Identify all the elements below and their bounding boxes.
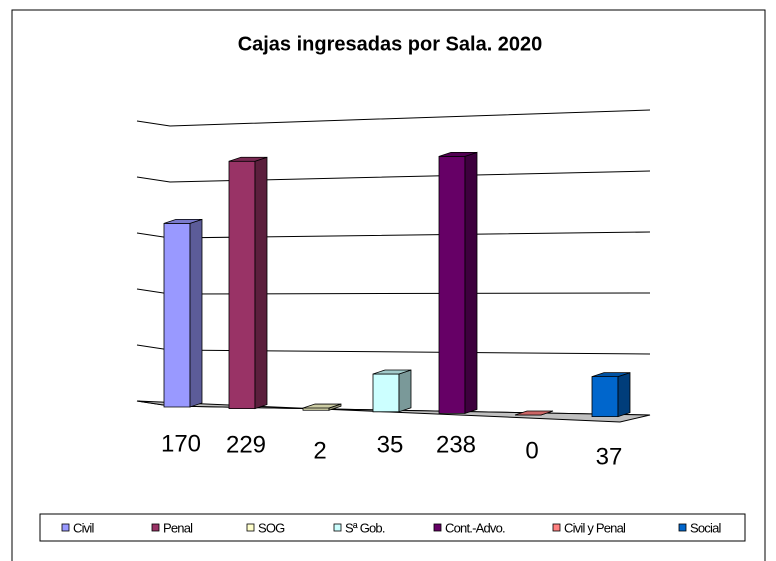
data-label: 170 xyxy=(161,430,201,457)
bar-face xyxy=(398,369,412,413)
bar-face xyxy=(372,373,400,413)
chart-title: Cajas ingresadas por Sala. 2020 xyxy=(238,33,543,55)
legend-label: Penal xyxy=(163,520,193,535)
bar-face xyxy=(591,372,631,378)
grid-line xyxy=(136,170,651,183)
bar-face xyxy=(163,219,203,224)
legend-label: Social xyxy=(690,520,722,535)
bar-face xyxy=(438,151,478,157)
data-label: 238 xyxy=(436,431,476,458)
bar xyxy=(372,369,412,413)
bar xyxy=(302,403,342,411)
legend-swatch xyxy=(246,523,255,532)
chart-border xyxy=(11,9,766,561)
grid-line xyxy=(136,109,651,127)
bar-face xyxy=(254,156,268,410)
bar xyxy=(163,218,203,408)
bar-face xyxy=(228,156,268,162)
bar-face xyxy=(189,218,203,408)
bar-face xyxy=(464,151,478,414)
bar-face xyxy=(228,160,256,409)
legend-swatch xyxy=(552,523,561,532)
bar xyxy=(514,410,554,416)
bar xyxy=(438,151,478,414)
legend-swatch xyxy=(151,523,160,532)
data-label: 229 xyxy=(226,431,266,458)
legend-label: Civil y Penal xyxy=(564,520,626,535)
legend-label: Civil xyxy=(73,520,94,535)
bar-face xyxy=(438,155,466,414)
data-label: 0 xyxy=(525,437,538,464)
bar xyxy=(591,372,631,418)
legend-swatch xyxy=(61,523,70,532)
bar-face xyxy=(514,410,554,416)
legend-label: Sª Gob. xyxy=(345,520,385,535)
legend-swatch xyxy=(678,523,687,532)
legend-swatch xyxy=(433,523,442,532)
bar-face xyxy=(591,376,619,417)
bar-face xyxy=(617,372,631,418)
legend-box xyxy=(39,513,746,542)
data-label: 37 xyxy=(596,443,623,470)
bar-face xyxy=(302,403,342,409)
bar-face xyxy=(372,369,412,375)
legend-label: SOG xyxy=(258,520,285,535)
legend-label: Cont.-Advo. xyxy=(445,520,505,535)
bar xyxy=(228,156,268,410)
bar-face xyxy=(163,223,191,408)
data-label: 2 xyxy=(313,437,326,464)
legend-swatch xyxy=(333,523,342,532)
data-label: 35 xyxy=(377,431,404,458)
